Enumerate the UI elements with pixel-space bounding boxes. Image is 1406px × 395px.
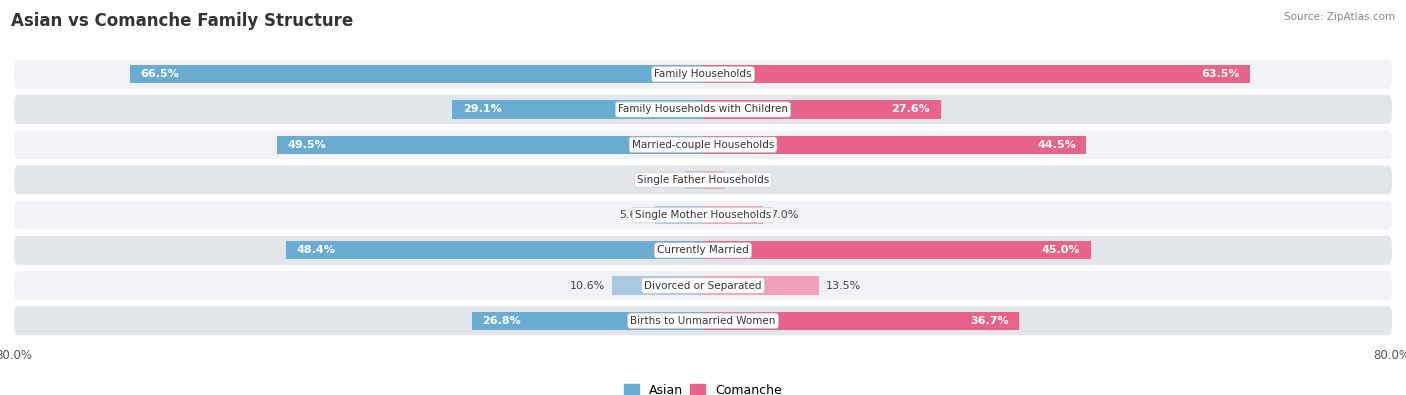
Text: Currently Married: Currently Married xyxy=(657,245,749,255)
FancyBboxPatch shape xyxy=(14,236,1392,265)
Bar xyxy=(703,100,941,118)
FancyBboxPatch shape xyxy=(14,201,1392,229)
FancyBboxPatch shape xyxy=(14,130,1392,159)
Text: Single Mother Households: Single Mother Households xyxy=(636,210,770,220)
Bar xyxy=(131,65,703,83)
Text: 36.7%: 36.7% xyxy=(970,316,1008,326)
FancyBboxPatch shape xyxy=(14,306,1392,335)
Bar xyxy=(703,206,763,224)
FancyBboxPatch shape xyxy=(14,166,1392,194)
Bar xyxy=(703,65,1250,83)
Text: 10.6%: 10.6% xyxy=(569,280,605,291)
Text: Divorced or Separated: Divorced or Separated xyxy=(644,280,762,291)
Text: Married-couple Households: Married-couple Households xyxy=(631,140,775,150)
Bar xyxy=(703,135,1087,154)
Text: 49.5%: 49.5% xyxy=(287,140,326,150)
Text: 2.5%: 2.5% xyxy=(731,175,759,185)
Bar xyxy=(277,135,703,154)
Bar xyxy=(655,206,703,224)
Text: 44.5%: 44.5% xyxy=(1038,140,1076,150)
FancyBboxPatch shape xyxy=(14,95,1392,124)
Text: Family Households with Children: Family Households with Children xyxy=(619,104,787,115)
Text: 5.6%: 5.6% xyxy=(620,210,648,220)
FancyBboxPatch shape xyxy=(14,271,1392,300)
Text: 29.1%: 29.1% xyxy=(463,104,502,115)
Text: 26.8%: 26.8% xyxy=(482,316,522,326)
Text: 27.6%: 27.6% xyxy=(891,104,931,115)
Bar xyxy=(703,312,1019,330)
Text: 13.5%: 13.5% xyxy=(827,280,862,291)
Text: 7.0%: 7.0% xyxy=(770,210,799,220)
Text: Births to Unmarried Women: Births to Unmarried Women xyxy=(630,316,776,326)
Text: 63.5%: 63.5% xyxy=(1201,69,1240,79)
Bar xyxy=(612,276,703,295)
Text: 66.5%: 66.5% xyxy=(141,69,180,79)
Text: 45.0%: 45.0% xyxy=(1042,245,1080,255)
Bar xyxy=(287,241,703,260)
Text: 2.1%: 2.1% xyxy=(650,175,678,185)
Text: 48.4%: 48.4% xyxy=(297,245,336,255)
Legend: Asian, Comanche: Asian, Comanche xyxy=(619,379,787,395)
Text: Family Households: Family Households xyxy=(654,69,752,79)
Bar xyxy=(685,171,703,189)
FancyBboxPatch shape xyxy=(14,60,1392,89)
Bar xyxy=(453,100,703,118)
Bar xyxy=(472,312,703,330)
Text: Source: ZipAtlas.com: Source: ZipAtlas.com xyxy=(1284,12,1395,22)
Bar xyxy=(703,276,820,295)
Bar xyxy=(703,171,724,189)
Text: Asian vs Comanche Family Structure: Asian vs Comanche Family Structure xyxy=(11,12,353,30)
Bar xyxy=(703,241,1091,260)
Text: Single Father Households: Single Father Households xyxy=(637,175,769,185)
